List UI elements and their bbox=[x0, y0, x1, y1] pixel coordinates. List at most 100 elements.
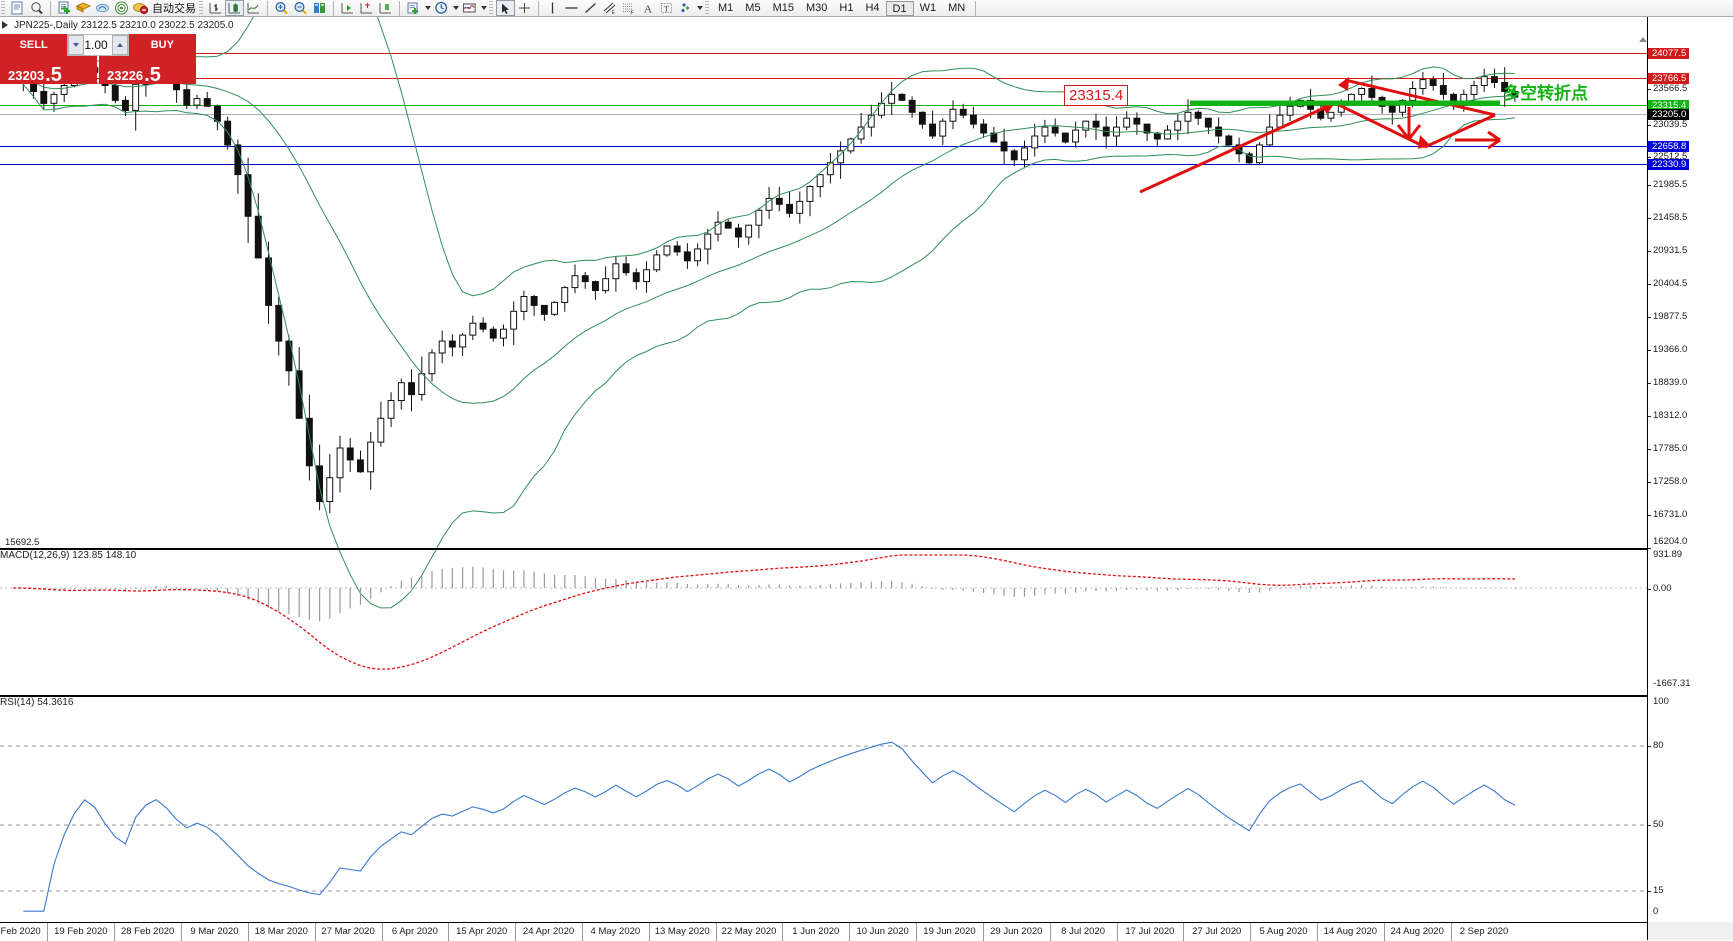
date-tick-separator bbox=[47, 923, 49, 941]
vline-icon[interactable] bbox=[543, 0, 562, 16]
volume-increase-icon[interactable] bbox=[111, 35, 128, 55]
sell-price[interactable]: 23203.5 bbox=[0, 56, 97, 86]
price-tick-17258: 17258.0 bbox=[1653, 476, 1688, 487]
timeframe-h1[interactable]: H1 bbox=[839, 1, 854, 14]
level-line-23315 bbox=[0, 105, 1648, 106]
buy-price-int: 23226 bbox=[107, 68, 144, 83]
sell-price-int: 23203 bbox=[8, 68, 45, 83]
toolbar-separator bbox=[50, 0, 51, 16]
fibo-icon[interactable]: F bbox=[619, 0, 638, 16]
date-tick: 5 Aug 2020 bbox=[1259, 926, 1308, 937]
date-tick-separator bbox=[314, 923, 316, 941]
template-dropdown-caret-icon[interactable] bbox=[479, 0, 488, 16]
bar-chart-icon[interactable] bbox=[206, 0, 225, 16]
volume-decrease-icon[interactable] bbox=[68, 35, 85, 55]
right-arrow-drawing bbox=[1455, 130, 1501, 150]
crosshair-icon[interactable] bbox=[515, 0, 534, 16]
trade-controls-row: SELL 1.00 BUY bbox=[0, 34, 196, 56]
svg-text:F: F bbox=[631, 11, 634, 16]
objects-icon[interactable] bbox=[676, 0, 695, 16]
period-separator-icon[interactable] bbox=[357, 0, 376, 16]
objects-dropdown-caret-icon[interactable] bbox=[695, 0, 704, 16]
toolbar-grip-3[interactable] bbox=[489, 1, 493, 15]
new-order-icon[interactable] bbox=[55, 0, 74, 16]
zoom-in-icon[interactable] bbox=[272, 0, 291, 16]
ohlc-icon[interactable] bbox=[376, 0, 395, 16]
zoom-out-icon[interactable] bbox=[291, 0, 310, 16]
clock-dropdown-caret-icon[interactable] bbox=[451, 0, 460, 16]
volume-stepper[interactable]: 1.00 bbox=[67, 34, 129, 56]
macd-pane-separator bbox=[0, 548, 1648, 550]
timeframe-h4[interactable]: H4 bbox=[865, 1, 880, 14]
scroll-up-arrow-icon[interactable] bbox=[1639, 37, 1647, 45]
one-click-trading-panel[interactable]: SELL 1.00 BUY 23203.5 23226.5 bbox=[0, 34, 196, 86]
macd-label: MACD(12,26,9) 123.85 148.10 bbox=[0, 550, 137, 561]
price-tick-18312: 18312.0 bbox=[1653, 410, 1688, 421]
text-icon[interactable]: A bbox=[638, 0, 657, 16]
price-tick-22330: 22330.9 bbox=[1648, 159, 1690, 170]
timeframe-w1[interactable]: W1 bbox=[919, 1, 937, 14]
magnifier-icon[interactable] bbox=[27, 0, 46, 16]
price-tick-21985: 21985.5 bbox=[1653, 179, 1688, 190]
chart-area[interactable]: JPN225-,Daily 23122.5 23210.0 23022.5 23… bbox=[0, 17, 1733, 941]
timeframe-d1[interactable]: D1 bbox=[885, 0, 914, 16]
price-plot[interactable]: 23315.4 多空转折点 bbox=[0, 17, 1648, 922]
price-tick-22512: 22512.5 bbox=[1653, 151, 1688, 162]
date-tick: 1 Jun 2020 bbox=[792, 926, 840, 937]
date-tick: 19 Jun 2020 bbox=[923, 926, 976, 937]
date-tick-separator bbox=[1250, 923, 1252, 941]
price-scale[interactable]: 24077.5 23766.5 23566.5 23315.4 23205.0 … bbox=[1648, 17, 1733, 922]
date-tick-separator bbox=[1049, 923, 1051, 941]
clock-icon[interactable] bbox=[432, 0, 451, 16]
sell-price-frac: .5 bbox=[45, 64, 62, 86]
toolbar-grip-2[interactable] bbox=[199, 1, 203, 15]
date-tick: 24 Apr 2020 bbox=[522, 926, 575, 937]
date-tick-separator bbox=[916, 923, 918, 941]
date-tick-separator bbox=[448, 923, 450, 941]
toolbar-separator-3 bbox=[267, 0, 268, 16]
timeframe-mn[interactable]: MN bbox=[948, 1, 966, 14]
template-icon[interactable] bbox=[460, 0, 479, 16]
text-label-icon[interactable]: T bbox=[657, 0, 676, 16]
trendline-icon[interactable] bbox=[581, 0, 600, 16]
toolbar-grip-4[interactable] bbox=[705, 1, 709, 15]
equidistant-channel-icon[interactable]: E bbox=[600, 0, 619, 16]
timeframe-m5[interactable]: M5 bbox=[745, 1, 761, 14]
cloud-icon[interactable] bbox=[93, 0, 112, 16]
sell-button[interactable]: SELL bbox=[0, 34, 68, 56]
new-chart-icon[interactable] bbox=[8, 0, 27, 16]
date-tick-separator bbox=[1183, 923, 1185, 941]
cursor-icon[interactable] bbox=[496, 0, 515, 16]
timeframe-m1[interactable]: M1 bbox=[718, 1, 734, 14]
toolbar-grip[interactable] bbox=[1, 1, 5, 15]
signal-icon[interactable] bbox=[112, 0, 131, 16]
hline-icon[interactable] bbox=[562, 0, 581, 16]
autotrading-icon[interactable] bbox=[131, 0, 150, 16]
date-tick-separator bbox=[1116, 923, 1118, 941]
date-tick-separator bbox=[114, 923, 116, 941]
date-tick-separator bbox=[581, 923, 583, 941]
date-tick: 18 Mar 2020 bbox=[254, 926, 308, 937]
buy-button[interactable]: BUY bbox=[128, 34, 196, 56]
price-tick-24077: 24077.5 bbox=[1648, 48, 1690, 59]
svg-text:A: A bbox=[644, 4, 652, 16]
price-axis-line bbox=[1647, 17, 1648, 922]
indicator-dropdown-caret-icon[interactable] bbox=[423, 0, 432, 16]
book-icon[interactable] bbox=[74, 0, 93, 16]
volume-value[interactable]: 1.00 bbox=[84, 38, 108, 52]
svg-text:T: T bbox=[664, 4, 670, 14]
timeframe-m15[interactable]: M15 bbox=[772, 1, 794, 14]
date-tick: 2 Sep 2020 bbox=[1459, 926, 1509, 937]
level-line-23766 bbox=[0, 78, 1648, 79]
grid-icon[interactable] bbox=[338, 0, 357, 16]
price-tick-21458: 21458.5 bbox=[1653, 212, 1688, 223]
line-chart-icon[interactable] bbox=[244, 0, 263, 16]
data-window-icon[interactable] bbox=[310, 0, 329, 16]
candlestick-icon[interactable] bbox=[225, 0, 244, 16]
timeframe-m30[interactable]: M30 bbox=[805, 1, 828, 14]
buy-price[interactable]: 23226.5 bbox=[99, 56, 196, 85]
price-tick-22658: 22658.8 bbox=[1648, 141, 1690, 152]
date-axis[interactable]: 10 Feb 2020 19 Feb 2020 28 Feb 2020 9 Mar 2… bbox=[0, 922, 1648, 941]
indicator-icon[interactable] bbox=[404, 0, 423, 16]
